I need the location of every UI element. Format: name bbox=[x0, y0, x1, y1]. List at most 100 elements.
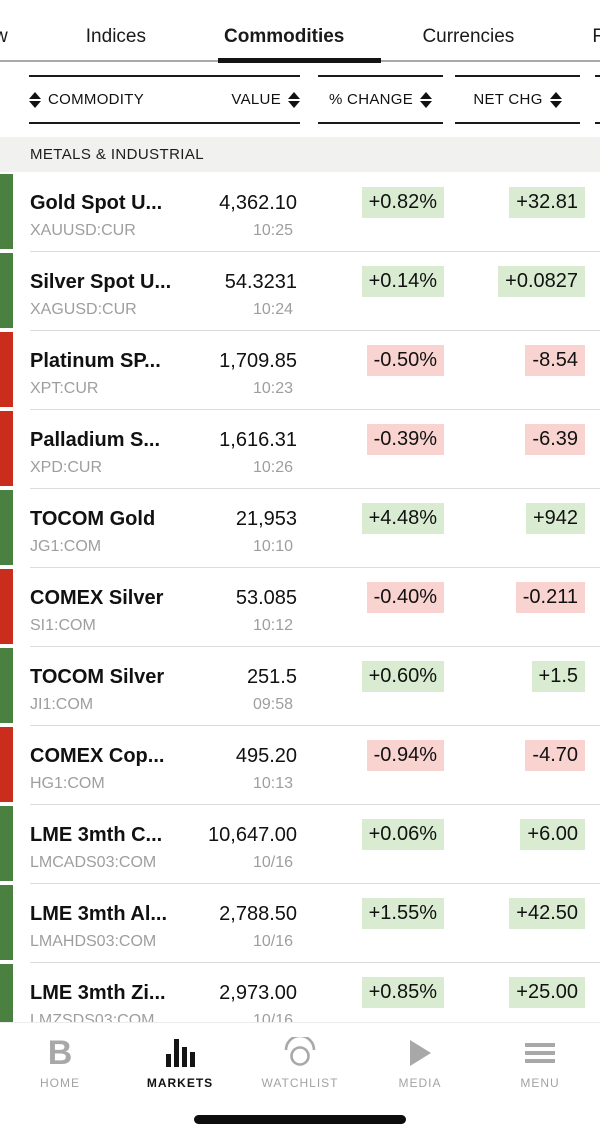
commodity-ticker: JG1:COM bbox=[30, 538, 102, 555]
net-change-badge: -4.70 bbox=[525, 740, 585, 771]
nav-menu-label: MENU bbox=[520, 1076, 560, 1090]
column-header-net-chg[interactable]: NET CHG bbox=[455, 75, 580, 124]
bar-chart-icon bbox=[165, 1039, 195, 1067]
tab-futures-partial[interactable]: F bbox=[592, 26, 600, 47]
pct-change-badge: +1.55% bbox=[361, 898, 444, 929]
sort-up-down-icon bbox=[549, 91, 562, 108]
sort-up-down-icon bbox=[420, 91, 433, 108]
net-chg-column-label: NET CHG bbox=[473, 91, 543, 108]
commodity-name: COMEX Silver bbox=[30, 587, 164, 609]
commodity-value: 21,953 bbox=[235, 508, 297, 530]
quote-time: 10:23 bbox=[252, 380, 293, 397]
commodity-row[interactable]: LME 3mth Al... LMAHDS03:COM 2,788.50 10/… bbox=[0, 883, 600, 962]
commodity-name: Platinum SP... bbox=[30, 350, 161, 372]
commodity-row[interactable]: TOCOM Gold JG1:COM 21,953 10:10 +4.48% +… bbox=[0, 488, 600, 567]
commodity-row[interactable]: LME 3mth Zi... LMZSDS03:COM 2,973.00 10/… bbox=[0, 962, 600, 1022]
commodity-name: Palladium S... bbox=[30, 429, 161, 451]
sort-value[interactable]: VALUE bbox=[231, 91, 300, 108]
commodity-row[interactable]: LME 3mth C... LMCADS03:COM 10,647.00 10/… bbox=[0, 804, 600, 883]
quote-time: 10/16 bbox=[252, 933, 293, 950]
table-column-headers: COMMODITY VALUE % CHANGE NET CHG bbox=[0, 75, 600, 124]
commodity-value: 2,973.00 bbox=[219, 982, 297, 1004]
value-column-label: VALUE bbox=[231, 91, 281, 108]
net-change-badge: +42.50 bbox=[509, 898, 585, 929]
commodity-ticker: XAUUSD:CUR bbox=[30, 222, 136, 239]
nav-watchlist[interactable]: WATCHLIST bbox=[240, 1023, 360, 1147]
nav-home[interactable]: B HOME bbox=[0, 1023, 120, 1147]
nav-home-label: HOME bbox=[40, 1076, 80, 1090]
net-change-badge: -8.54 bbox=[525, 345, 585, 376]
commodity-ticker: SI1:COM bbox=[30, 617, 96, 634]
net-change-badge: +0.0827 bbox=[498, 266, 585, 297]
bottom-navigation: B HOME MARKETS WATCHLIST MEDIA MENU bbox=[0, 1022, 600, 1147]
tab-currencies[interactable]: Currencies bbox=[422, 26, 515, 47]
nav-menu[interactable]: MENU bbox=[480, 1023, 600, 1147]
commodity-value: 4,362.10 bbox=[219, 192, 297, 214]
section-header-label: METALS & INDUSTRIAL bbox=[30, 146, 205, 163]
quote-time: 10:10 bbox=[252, 538, 293, 555]
quote-time: 10:26 bbox=[252, 459, 293, 476]
pct-change-badge: +0.85% bbox=[361, 977, 444, 1008]
pct-change-badge: -0.40% bbox=[366, 582, 444, 613]
commodity-row[interactable]: Platinum SP... XPT:CUR 1,709.85 10:23 -0… bbox=[0, 330, 600, 409]
column-header-commodity-value[interactable]: COMMODITY VALUE bbox=[29, 75, 300, 124]
sort-up-down-icon bbox=[288, 91, 300, 108]
commodity-ticker: XPT:CUR bbox=[30, 380, 99, 397]
play-icon bbox=[409, 1040, 431, 1066]
commodity-quote-list: Gold Spot U... XAUUSD:CUR 4,362.10 10:25… bbox=[0, 172, 600, 1022]
pct-change-column-label: % CHANGE bbox=[328, 91, 414, 108]
commodity-value: 2,788.50 bbox=[219, 903, 297, 925]
quote-time: 10/16 bbox=[252, 854, 293, 871]
column-header-pct-change[interactable]: % CHANGE bbox=[318, 75, 443, 124]
net-change-badge: +32.81 bbox=[509, 187, 585, 218]
direction-color-bar bbox=[0, 885, 13, 960]
pct-change-badge: +0.60% bbox=[361, 661, 444, 692]
quote-time: 10/16 bbox=[252, 1012, 293, 1022]
commodity-ticker: XPD:CUR bbox=[30, 459, 103, 476]
commodity-ticker: LMCADS03:COM bbox=[30, 854, 157, 871]
commodity-row[interactable]: TOCOM Silver JI1:COM 251.5 09:58 +0.60% … bbox=[0, 646, 600, 725]
pct-change-badge: -0.94% bbox=[366, 740, 444, 771]
tab-overview-partial[interactable]: w bbox=[0, 26, 8, 47]
sort-commodity[interactable]: COMMODITY bbox=[29, 91, 144, 108]
direction-color-bar bbox=[0, 174, 13, 249]
commodity-ticker: LMAHDS03:COM bbox=[30, 933, 157, 950]
quote-time: 10:25 bbox=[252, 222, 293, 239]
commodity-name: LME 3mth Al... bbox=[30, 903, 168, 925]
net-change-badge: +25.00 bbox=[509, 977, 585, 1008]
tab-indices[interactable]: Indices bbox=[85, 26, 146, 47]
market-category-tabs: w Indices Commodities Currencies F bbox=[0, 0, 600, 63]
commodity-name: COMEX Cop... bbox=[30, 745, 165, 767]
commodity-row[interactable]: COMEX Silver SI1:COM 53.085 10:12 -0.40%… bbox=[0, 567, 600, 646]
section-header-metals-industrial: METALS & INDUSTRIAL bbox=[0, 137, 600, 172]
sort-up-down-icon bbox=[29, 91, 41, 108]
commodity-value: 53.085 bbox=[235, 587, 297, 609]
net-change-badge: -0.211 bbox=[515, 582, 585, 613]
pct-change-badge: +0.06% bbox=[361, 819, 444, 850]
commodity-row[interactable]: COMEX Cop... HG1:COM 495.20 10:13 -0.94%… bbox=[0, 725, 600, 804]
net-change-badge: +6.00 bbox=[520, 819, 585, 850]
commodity-row[interactable]: Gold Spot U... XAUUSD:CUR 4,362.10 10:25… bbox=[0, 172, 600, 251]
commodity-ticker: XAGUSD:CUR bbox=[30, 301, 137, 318]
nav-media[interactable]: MEDIA bbox=[360, 1023, 480, 1147]
hamburger-icon bbox=[525, 1043, 555, 1063]
direction-color-bar bbox=[0, 806, 13, 881]
tab-commodities[interactable]: Commodities bbox=[224, 26, 345, 47]
nav-markets[interactable]: MARKETS bbox=[120, 1023, 240, 1147]
quote-time: 10:13 bbox=[252, 775, 293, 792]
commodity-ticker: JI1:COM bbox=[30, 696, 94, 713]
commodity-value: 495.20 bbox=[235, 745, 297, 767]
net-change-badge: -6.39 bbox=[525, 424, 585, 455]
commodity-ticker: HG1:COM bbox=[30, 775, 105, 792]
commodity-column-label: COMMODITY bbox=[48, 91, 145, 108]
pct-change-badge: +0.14% bbox=[361, 266, 444, 297]
commodity-row[interactable]: Palladium S... XPD:CUR 1,616.31 10:26 -0… bbox=[0, 409, 600, 488]
direction-color-bar bbox=[0, 727, 13, 802]
column-header-next-partial bbox=[595, 75, 600, 124]
pct-change-badge: -0.50% bbox=[366, 345, 444, 376]
commodity-value: 54.3231 bbox=[224, 271, 297, 293]
watchlist-eye-icon bbox=[284, 1037, 316, 1066]
home-indicator-bar[interactable] bbox=[194, 1115, 406, 1124]
commodity-value: 1,709.85 bbox=[219, 350, 297, 372]
commodity-row[interactable]: Silver Spot U... XAGUSD:CUR 54.3231 10:2… bbox=[0, 251, 600, 330]
